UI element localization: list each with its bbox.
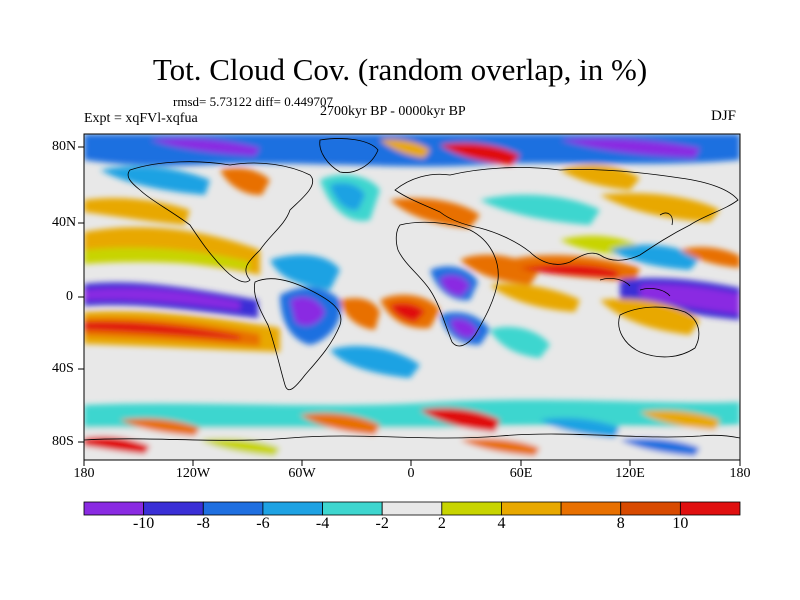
colorbar-label: -8 bbox=[196, 515, 210, 532]
colorbar-label: 2 bbox=[437, 515, 446, 532]
colorbar-label: -6 bbox=[256, 515, 270, 532]
colorbar-label: -10 bbox=[132, 515, 155, 532]
axis-ticks bbox=[78, 146, 741, 466]
lat-tick-label: 80N bbox=[52, 139, 77, 154]
lon-tick-label: 180 bbox=[729, 466, 751, 481]
colorbar-label: 4 bbox=[497, 515, 506, 532]
stats-text: rmsd= 5.73122 diff= 0.449707 bbox=[173, 94, 333, 109]
lon-tick-label: 120E bbox=[615, 466, 645, 481]
experiment-label: Expt = xqFVl-xqfua bbox=[84, 111, 198, 126]
colorbar-swatch bbox=[441, 501, 502, 516]
lat-tick-label: 40N bbox=[52, 215, 77, 230]
colorbar-swatch bbox=[381, 501, 443, 516]
coastlines bbox=[84, 138, 740, 441]
colorbar-swatch bbox=[560, 501, 622, 516]
map-panel bbox=[84, 134, 740, 460]
lon-tick-label: 60E bbox=[509, 466, 533, 481]
colorbar-swatch bbox=[202, 501, 264, 516]
lon-tick-label: 0 bbox=[407, 466, 415, 481]
colorbar-label: 8 bbox=[616, 515, 625, 532]
lat-tick-label: 0 bbox=[66, 289, 73, 304]
lon-tick-label: 60W bbox=[288, 466, 316, 481]
colorbar-swatch bbox=[83, 501, 145, 516]
lon-tick-label: 180 bbox=[73, 466, 95, 481]
colorbar-swatch bbox=[679, 501, 741, 516]
figure-title: Tot. Cloud Cov. (random overlap, in %) bbox=[152, 52, 648, 87]
cloud-anomaly-field bbox=[84, 134, 740, 460]
colorbar bbox=[83, 501, 741, 516]
lon-tick-label: 120W bbox=[175, 466, 211, 481]
lat-tick-label: 80S bbox=[52, 434, 74, 449]
lat-tick-label: 40S bbox=[52, 361, 74, 376]
colorbar-swatch bbox=[501, 501, 562, 516]
colorbar-swatch bbox=[143, 501, 204, 516]
colorbar-label: 10 bbox=[672, 515, 689, 532]
colorbar-label: -4 bbox=[315, 515, 330, 532]
colorbar-swatch bbox=[322, 501, 383, 516]
colorbar-label: -2 bbox=[375, 515, 389, 532]
colorbar-swatch bbox=[262, 501, 323, 516]
season-label: DJF bbox=[711, 108, 737, 124]
colorbar-swatch bbox=[620, 501, 681, 516]
period-label: 2700kyr BP - 0000kyr BP bbox=[320, 104, 466, 119]
